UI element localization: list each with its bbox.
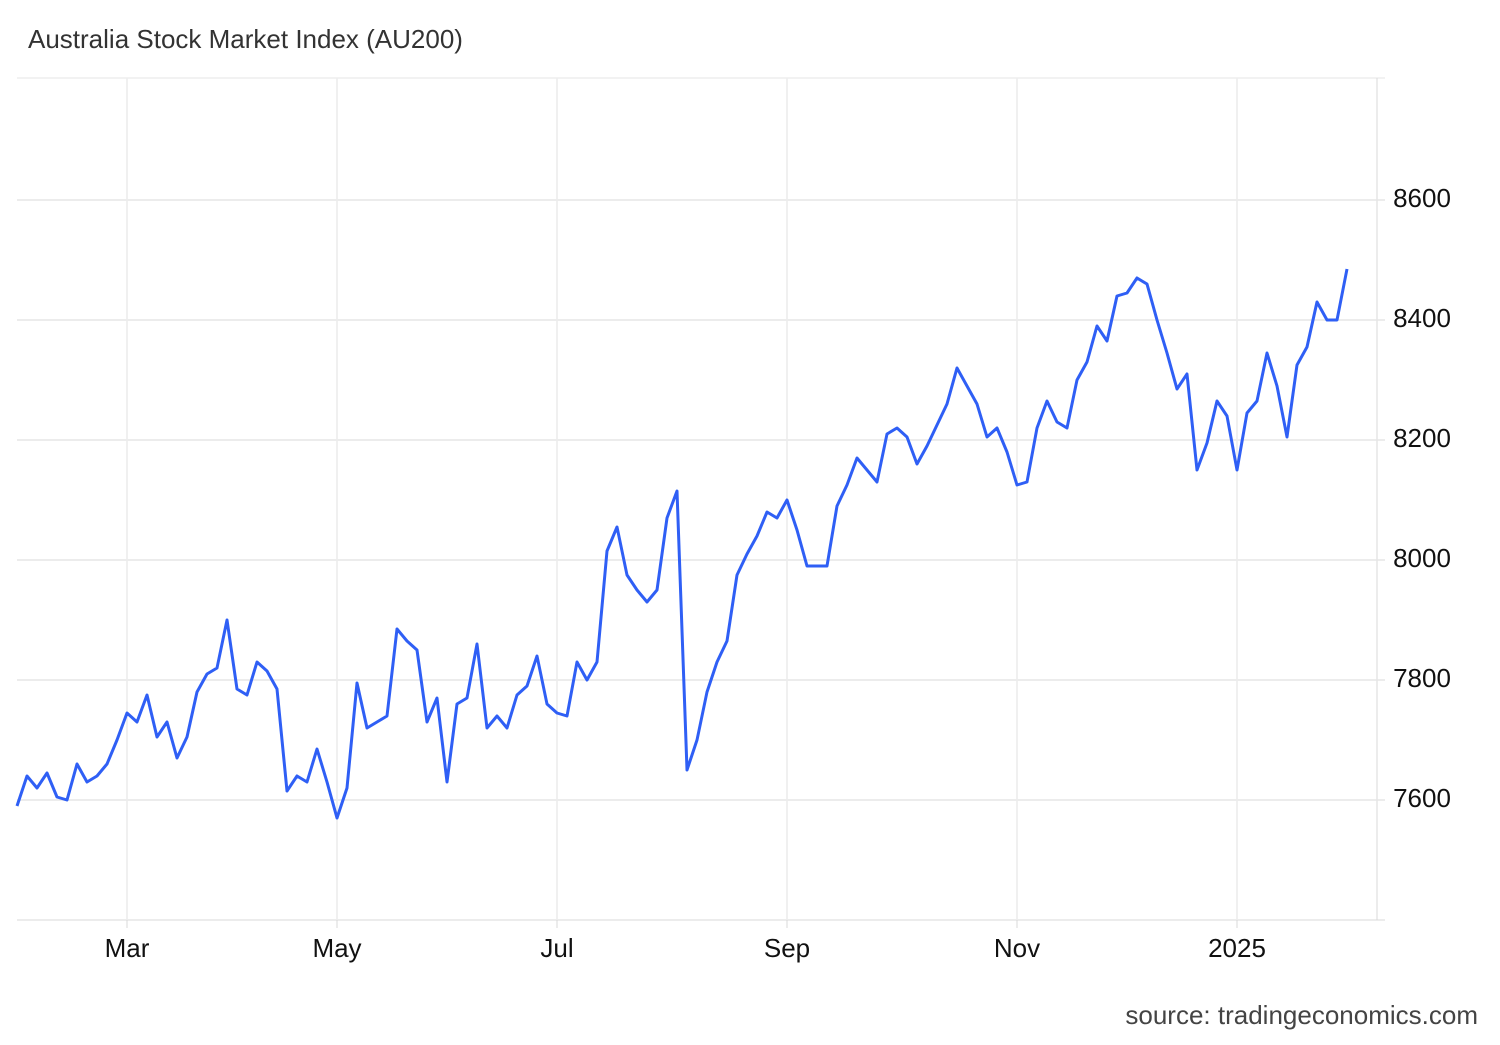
y-tick-label: 7600 (1393, 783, 1451, 813)
line (15, 268, 1349, 820)
x-tick-label: Nov (994, 933, 1040, 963)
y-tick-label: 8200 (1393, 423, 1451, 453)
y-tick-label: 8600 (1393, 183, 1451, 213)
source: source: tradingeconomics.com (1125, 1000, 1478, 1030)
y-tick-label: 7800 (1393, 663, 1451, 693)
y-tick-label: 8000 (1393, 543, 1451, 573)
x-tick-label: Sep (764, 933, 810, 963)
x-tick-label: Mar (105, 933, 150, 963)
x-tick-label: Jul (540, 933, 573, 963)
x-tick-label: May (312, 933, 361, 963)
chart-title: Australia Stock Market Index (AU200) (28, 24, 463, 54)
y-tick-label: 8400 (1393, 303, 1451, 333)
x-tick-label: 2025 (1208, 933, 1266, 963)
